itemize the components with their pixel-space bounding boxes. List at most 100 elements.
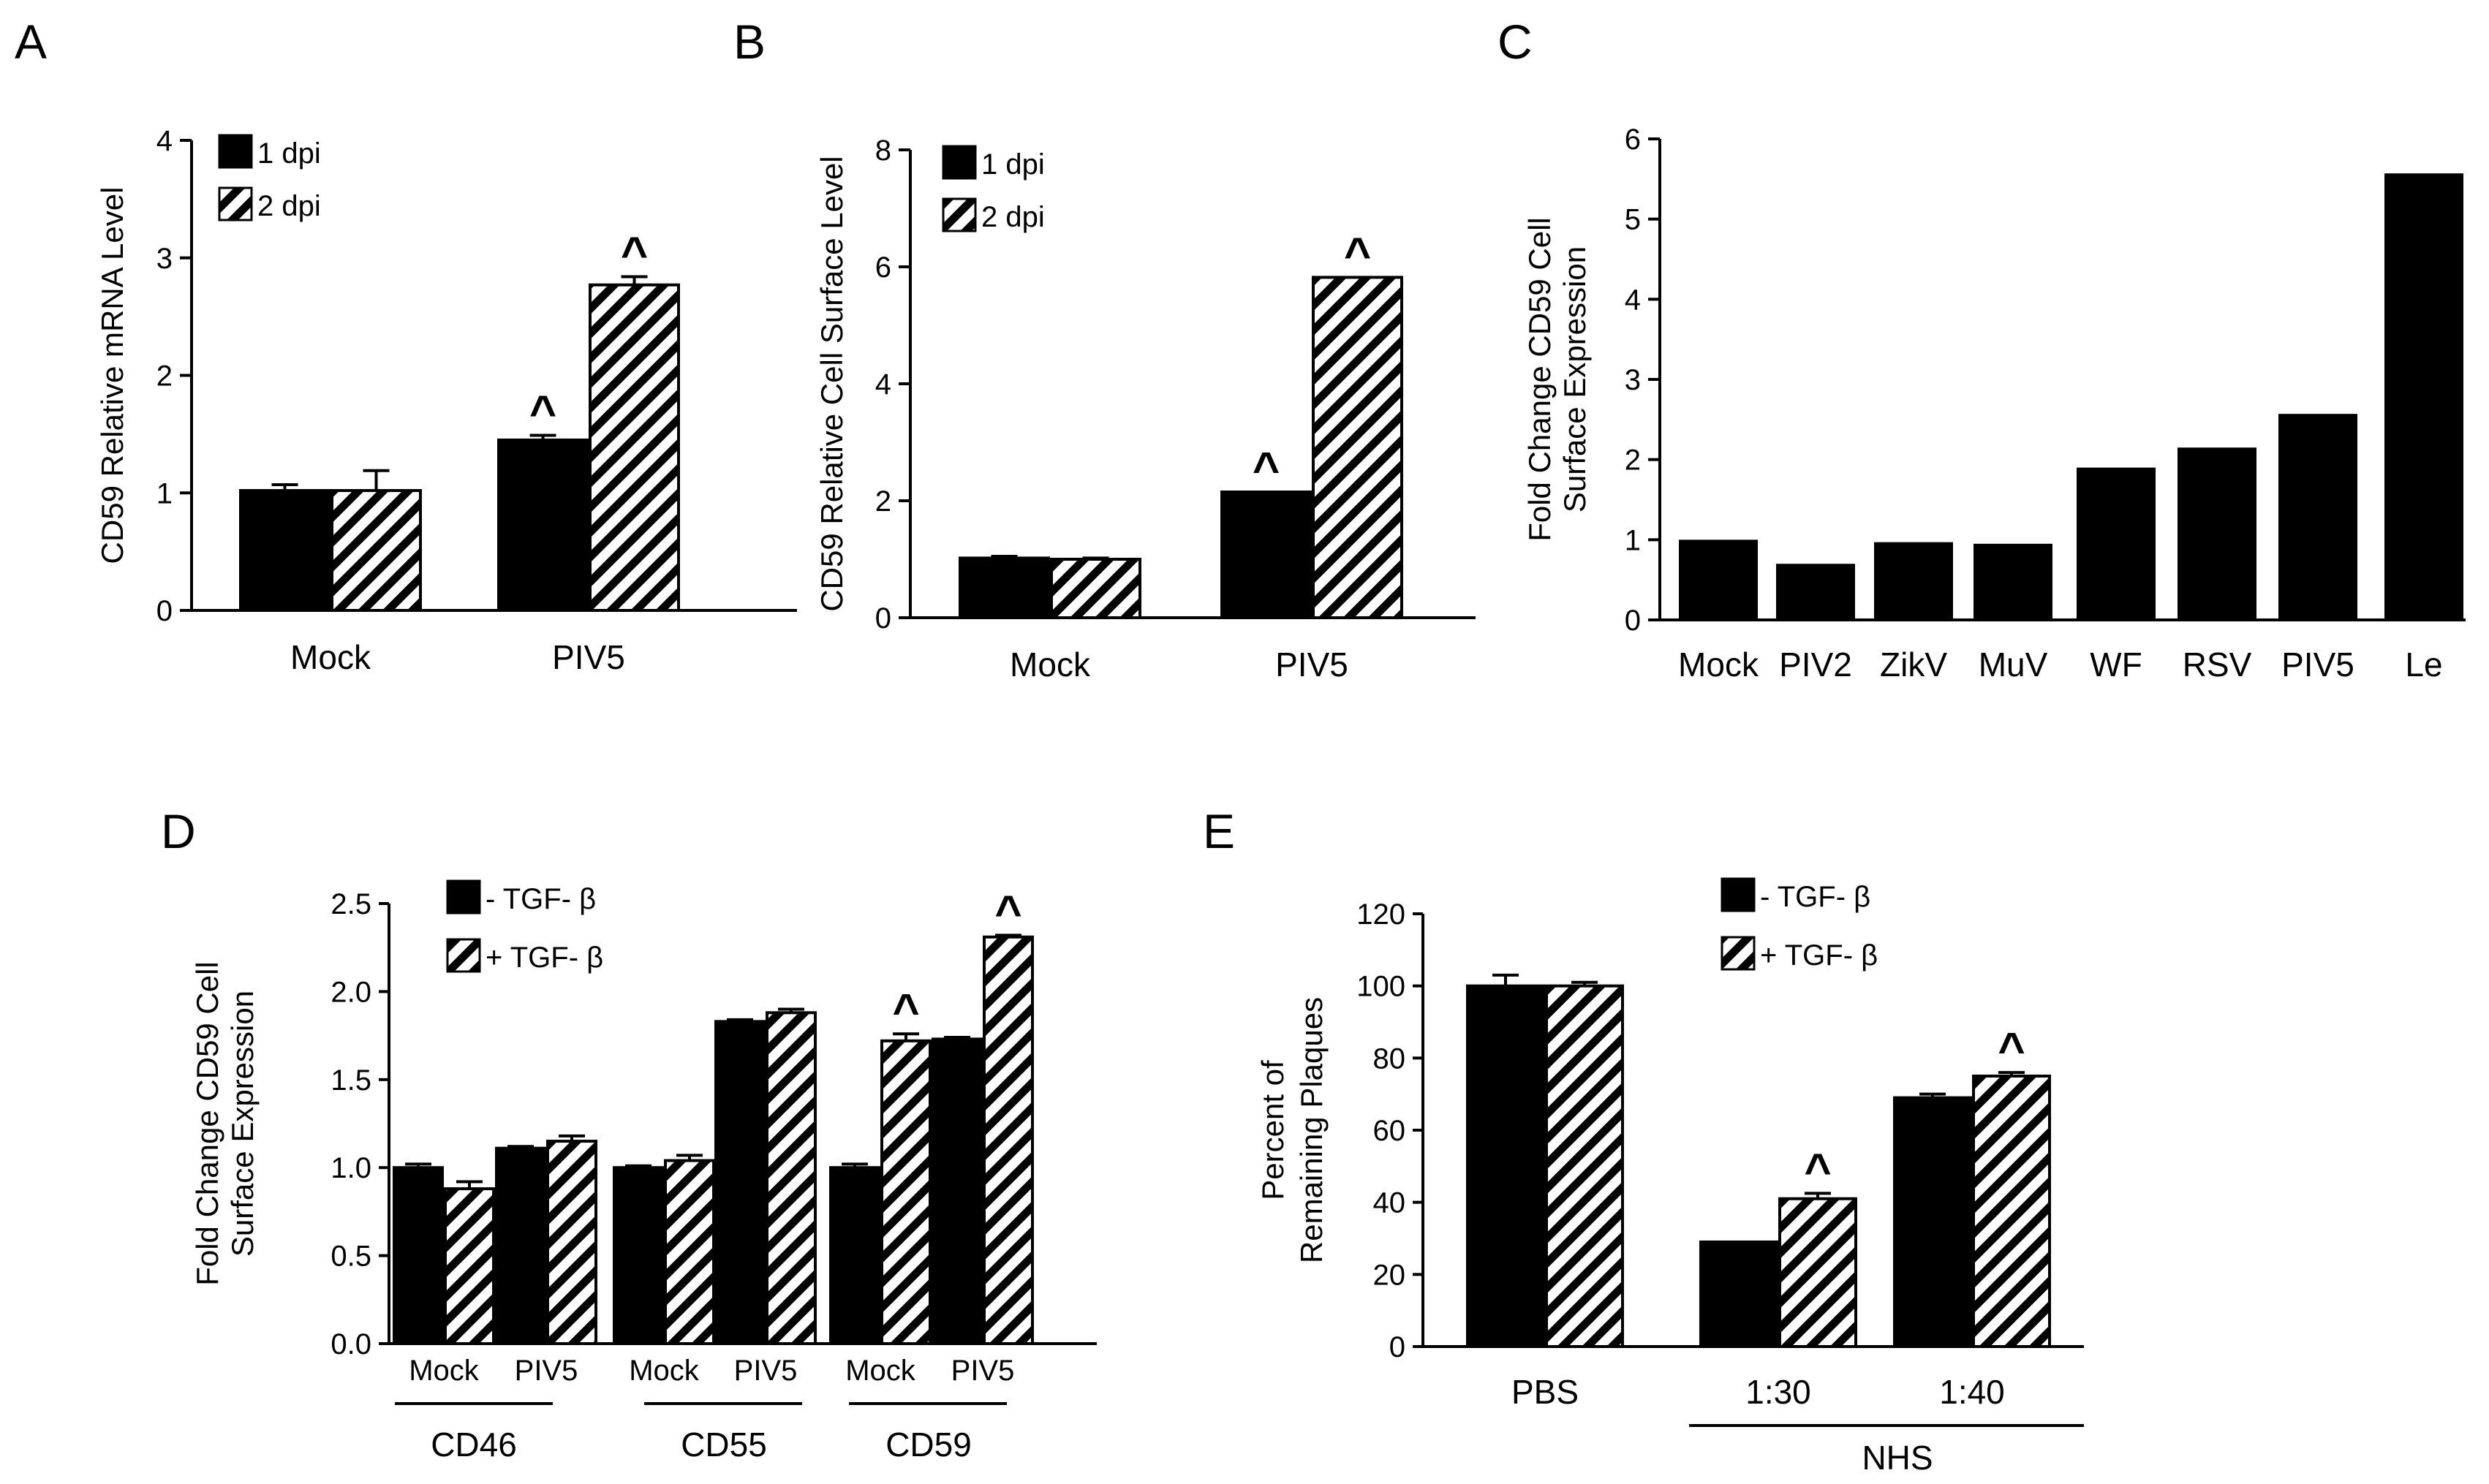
y-tick-label: 4 <box>156 125 173 157</box>
y-tick-label: 1.5 <box>331 1064 371 1097</box>
legend-label: - TGF- β <box>486 883 596 915</box>
panel-A: A 0 1 2 3 4 CD59 Relative mRNA Level Mock ^ ^ PIV5… <box>15 15 797 676</box>
y-axis-title: Fold Change CD59 Cell <box>190 961 224 1286</box>
bar-hatched <box>1545 984 1624 1348</box>
x-tick-label: Mock <box>409 1355 480 1387</box>
bar-hatched <box>1778 1197 1857 1348</box>
bar-muv <box>1974 543 2052 620</box>
x-tick-label: PIV5 <box>515 1355 578 1387</box>
significance-caret: ^ <box>1804 1143 1831 1196</box>
x-tick-label: Mock <box>1678 646 1759 684</box>
bar-hatched <box>766 1011 817 1346</box>
legend-label: 2 dpi <box>981 201 1045 233</box>
y-tick-label: 2.5 <box>331 888 371 920</box>
bar-hatched <box>1312 276 1403 619</box>
y-tick-label: 2 <box>156 360 173 393</box>
x-tick-label: MuV <box>1979 646 2048 684</box>
x-tick-label: Mock <box>1010 646 1091 684</box>
y-tick-label: 3 <box>156 243 173 275</box>
x-tick-label: PBS <box>1511 1373 1579 1411</box>
panel-C: C 0 1 2 3 4 5 6 Fold Change CD59 Cell Surface Exp… <box>1497 15 2466 684</box>
panel-letter: A <box>15 15 47 69</box>
y-tick-label: 1.0 <box>331 1152 371 1184</box>
bar-hatched <box>1972 1075 2051 1348</box>
bar-solid <box>239 489 331 612</box>
bar-hatched <box>983 935 1034 1345</box>
bar-solid <box>393 1166 444 1345</box>
x-tick-label: 1:30 <box>1745 1373 1811 1411</box>
legend-swatch-hatched <box>446 938 481 973</box>
group-label: CD55 <box>681 1426 767 1464</box>
y-tick-label: 1 <box>1625 524 1641 556</box>
bar-zikv <box>1874 542 1953 620</box>
legend-label: 1 dpi <box>257 137 321 170</box>
significance-caret: ^ <box>892 984 919 1037</box>
y-tick-label: 4 <box>1625 284 1641 316</box>
bar-hatched <box>331 489 422 612</box>
panel-letter: E <box>1203 804 1235 858</box>
legend-swatch-solid <box>1721 877 1756 912</box>
y-tick-label: 80 <box>1373 1042 1406 1075</box>
legend-swatch-hatched <box>1721 936 1756 971</box>
y-tick-label: 0.5 <box>331 1241 371 1273</box>
bar-solid <box>495 1146 546 1346</box>
bar-hatched <box>546 1140 597 1345</box>
significance-caret: ^ <box>1344 227 1371 280</box>
y-tick-label: 2 <box>1625 444 1641 477</box>
bar-mock <box>1679 540 1758 620</box>
legend-swatch-solid <box>446 879 481 915</box>
x-tick-label: WF <box>2090 646 2142 684</box>
bar-hatched <box>664 1159 715 1345</box>
bar-solid <box>1893 1096 1972 1348</box>
x-tick-label: Mock <box>845 1355 916 1387</box>
bar-hatched <box>1050 558 1141 619</box>
y-tick-label: 20 <box>1373 1259 1406 1291</box>
x-tick-label: RSV <box>2183 646 2252 684</box>
legend-swatch-solid <box>942 145 977 180</box>
y-tick-label: 2 <box>875 485 891 518</box>
x-tick-label: Mock <box>629 1355 700 1387</box>
y-tick-label: 6 <box>1625 124 1641 156</box>
x-tick-label: ZikV <box>1880 646 1947 684</box>
bar-wf <box>2077 467 2156 620</box>
x-tick-label: 1:40 <box>1939 1373 2005 1411</box>
bar-solid <box>829 1166 880 1345</box>
y-tick-label: 4 <box>875 368 891 401</box>
y-tick-label: 60 <box>1373 1115 1406 1147</box>
y-tick-label: 0 <box>1625 605 1641 637</box>
panel-B: B 0 2 4 6 8 CD59 Relative Cell Surface Level Mo… <box>733 15 1476 684</box>
y-axis-title: Remaining Plaques <box>1294 997 1329 1263</box>
x-tick-label: Le <box>2405 646 2442 684</box>
legend-label: 1 dpi <box>981 148 1045 181</box>
legend-swatch-hatched <box>218 186 253 222</box>
bar-piv5 <box>2278 414 2357 620</box>
group-label: NHS <box>1862 1439 1933 1477</box>
panel-letter: D <box>161 804 196 858</box>
x-tick-label: PIV5 <box>552 638 625 676</box>
bar-solid <box>1220 491 1312 619</box>
panel-D: D 0.0 0.5 1.0 1.5 2.0 2.5 Fold Change CD59 Cell… <box>161 804 1097 1464</box>
y-axis-title: Fold Change CD59 Cell <box>1522 217 1557 542</box>
significance-caret: ^ <box>529 385 556 438</box>
bar-solid <box>497 438 589 612</box>
y-tick-label: 0 <box>875 602 891 635</box>
y-tick-label: 0 <box>1389 1331 1405 1363</box>
significance-caret: ^ <box>1253 442 1280 495</box>
bar-hatched <box>444 1187 495 1345</box>
y-tick-label: 40 <box>1373 1187 1406 1219</box>
group-label: CD59 <box>885 1426 972 1464</box>
y-tick-label: 6 <box>875 251 891 284</box>
y-tick-label: 0 <box>156 595 173 627</box>
bar-solid <box>1699 1240 1778 1349</box>
y-axis-title: CD59 Relative mRNA Level <box>95 187 129 564</box>
bar-solid <box>714 1020 766 1346</box>
y-tick-label: 3 <box>1625 364 1641 396</box>
legend-swatch-solid <box>218 134 253 169</box>
y-axis-title: Surface Expression <box>1557 246 1592 512</box>
y-tick-label: 100 <box>1356 971 1405 1003</box>
significance-caret: ^ <box>621 227 648 279</box>
y-tick-label: 2.0 <box>331 976 371 1008</box>
bar-solid <box>613 1166 664 1345</box>
legend-label: 2 dpi <box>257 190 321 222</box>
